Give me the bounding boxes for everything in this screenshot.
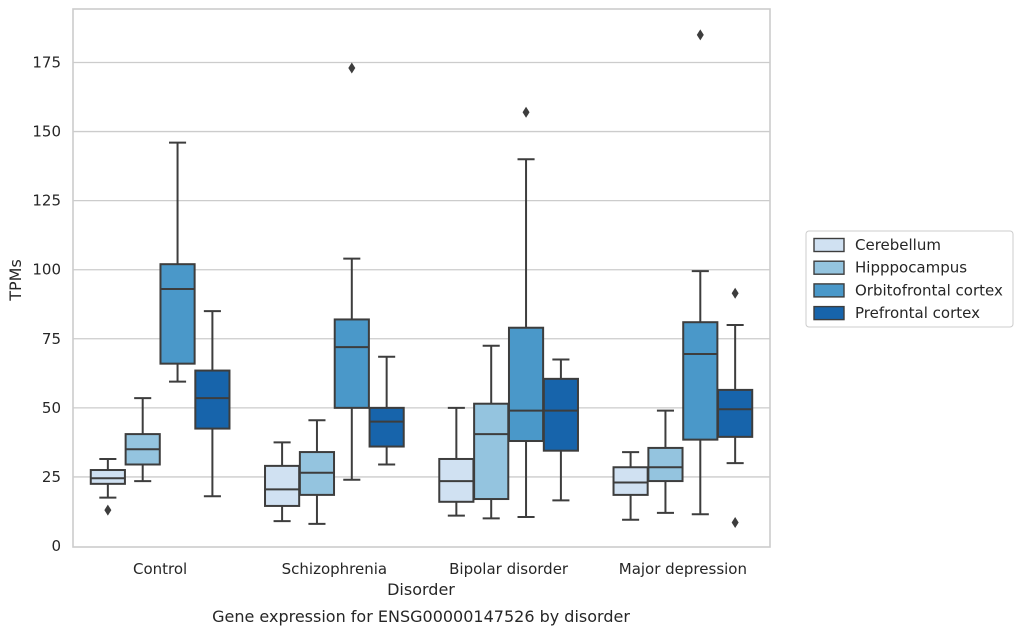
box-iqr <box>682 321 719 441</box>
outlier-point <box>104 504 112 516</box>
box-cerebellum-schizophrenia <box>264 441 301 523</box>
box-iqr <box>647 446 684 483</box>
box-cerebellum-major-depression <box>612 451 649 521</box>
plot-frame <box>72 8 771 548</box>
outlier-point <box>731 517 739 529</box>
box-iqr <box>159 263 196 365</box>
outlier-point <box>348 62 356 74</box>
legend-frame <box>805 230 1014 328</box>
box-hipppocampus-schizophrenia <box>298 419 336 525</box>
y-tick-label: 50 <box>42 399 61 417</box>
y-axis-label: TPMs <box>6 259 25 302</box>
legend-label: Cerebellum <box>855 236 941 254</box>
outlier-point <box>522 106 530 118</box>
y-axis-ticks: 0 25 50 75 100 125 150 175 <box>32 54 61 556</box>
y-tick-label: 25 <box>42 468 61 486</box>
box-iqr <box>264 464 301 507</box>
box-plot-series <box>89 29 754 529</box>
box-iqr <box>612 466 649 496</box>
legend-swatch <box>813 237 845 253</box>
y-tick-label: 125 <box>32 192 61 210</box>
box-iqr <box>717 388 754 438</box>
box-hipppocampus-bipolar-disorder <box>473 344 510 520</box>
x-tick-label: Bipolar disorder <box>449 560 569 578</box>
box-orbitofrontal-cortex-major-depression <box>682 29 719 516</box>
outlier-point <box>731 287 739 299</box>
box-prefrontal-cortex-major-depression <box>717 287 754 529</box>
legend-label: Orbitofrontal cortex <box>855 281 1003 299</box>
box-prefrontal-cortex-bipolar-disorder <box>542 358 579 502</box>
box-iqr <box>507 326 545 443</box>
box-cerebellum-control <box>89 457 126 516</box>
box-orbitofrontal-cortex-bipolar-disorder <box>507 106 545 518</box>
legend-swatch <box>813 260 845 275</box>
box-hipppocampus-major-depression <box>647 409 684 514</box>
box-iqr <box>473 402 510 501</box>
box-iqr <box>194 369 231 430</box>
box-orbitofrontal-cortex-control <box>159 141 196 383</box>
chart-caption: Gene expression for ENSG00000147526 by d… <box>212 607 630 626</box>
y-tick-label: 175 <box>32 54 61 72</box>
box-orbitofrontal-cortex-schizophrenia <box>333 62 370 481</box>
legend-label: Hipppocampus <box>855 259 967 277</box>
box-prefrontal-cortex-control <box>194 310 231 498</box>
box-iqr <box>368 406 405 448</box>
outlier-point <box>696 29 704 41</box>
box-iqr <box>89 469 126 485</box>
legend: Cerebellum Hipppocampus Orbitofrontal cort… <box>805 230 1014 328</box>
legend-label: Prefrontal cortex <box>855 304 980 322</box>
legend-swatch <box>813 305 845 321</box>
y-tick-label: 0 <box>51 537 61 555</box>
y-tick-label: 100 <box>32 261 61 279</box>
box-iqr <box>542 377 579 452</box>
box-prefrontal-cortex-schizophrenia <box>368 355 405 466</box>
x-axis-ticks: Control Schizophrenia Bipolar disorder Majo… <box>133 560 747 578</box>
box-cerebellum-bipolar-disorder <box>438 406 475 517</box>
x-tick-label: Schizophrenia <box>282 560 387 578</box>
x-axis-label: Disorder <box>387 580 455 599</box>
x-tick-label: Major depression <box>619 560 747 578</box>
box-hipppocampus-control <box>124 397 161 483</box>
y-tick-label: 75 <box>42 330 61 348</box>
box-iqr <box>333 318 370 409</box>
legend-swatch <box>813 283 845 298</box>
x-tick-label: Control <box>133 560 187 578</box>
y-tick-label: 150 <box>32 123 61 141</box>
